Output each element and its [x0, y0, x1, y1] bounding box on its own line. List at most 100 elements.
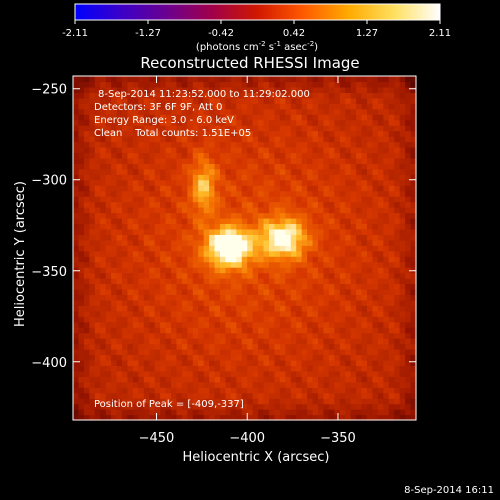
heatmap-cell — [307, 370, 314, 377]
heatmap-cell — [318, 125, 325, 132]
heatmap-cell — [323, 92, 330, 99]
heatmap-cell — [176, 223, 183, 230]
heatmap-cell — [394, 381, 401, 388]
heatmap-cell — [89, 283, 96, 290]
heatmap-cell — [236, 146, 243, 154]
heatmap-cell — [241, 327, 248, 334]
heatmap-cell — [323, 261, 330, 268]
heatmap-cell — [236, 196, 243, 203]
heatmap-cell — [127, 403, 134, 410]
heatmap-cell — [209, 299, 216, 306]
heatmap-cell — [149, 76, 156, 83]
heatmap-cell — [345, 365, 352, 372]
heatmap-cell — [296, 398, 303, 405]
heatmap-cell — [350, 299, 357, 306]
heatmap-cell — [377, 239, 384, 246]
heatmap-cell — [214, 114, 221, 121]
heatmap-cell — [274, 239, 281, 246]
heatmap-cell — [252, 338, 259, 345]
heatmap-cell — [192, 343, 199, 350]
heatmap-cell — [356, 212, 363, 219]
heatmap-cell — [356, 141, 363, 148]
heatmap-cell — [143, 201, 150, 208]
heatmap-cell — [149, 163, 156, 170]
heatmap-cell — [301, 168, 308, 175]
heatmap-cell — [252, 141, 259, 148]
heatmap-cell — [318, 92, 325, 99]
heatmap-cell — [116, 86, 123, 93]
heatmap-cell — [388, 294, 395, 301]
heatmap-cell — [138, 327, 145, 334]
heatmap-cell — [252, 305, 259, 312]
heatmap-cell — [220, 278, 227, 285]
heatmap-cell — [367, 267, 374, 274]
heatmap-cell — [122, 103, 129, 110]
heatmap-cell — [116, 294, 123, 301]
heatmap-cell — [236, 103, 243, 110]
heatmap-cell — [209, 321, 216, 328]
heatmap-cell — [394, 392, 401, 399]
heatmap-cell — [361, 207, 368, 214]
heatmap-cell — [279, 409, 286, 416]
heatmap-cell — [410, 245, 417, 252]
heatmap-cell — [356, 217, 363, 225]
heatmap-cell — [187, 398, 194, 405]
heatmap-cell — [214, 168, 221, 175]
heatmap-cell — [279, 392, 286, 399]
heatmap-cell — [187, 381, 194, 388]
heatmap-cell — [94, 349, 101, 356]
heatmap-cell — [154, 190, 161, 197]
heatmap-cell — [78, 223, 85, 230]
heatmap-cell — [296, 136, 303, 143]
heatmap-cell — [181, 157, 188, 164]
heatmap-cell — [307, 321, 314, 328]
heatmap-cell — [388, 283, 395, 290]
heatmap-cell — [236, 288, 243, 296]
heatmap-cell — [236, 174, 243, 181]
heatmap-cell — [410, 76, 417, 83]
heatmap-cell — [399, 76, 406, 83]
heatmap-cell — [328, 332, 335, 339]
heatmap-cell — [143, 163, 150, 170]
heatmap-cell — [165, 136, 172, 143]
heatmap-cell — [334, 234, 341, 241]
heatmap-cell — [399, 228, 406, 235]
heatmap-cell — [94, 239, 101, 246]
heatmap-cell — [154, 310, 161, 317]
heatmap-cell — [116, 299, 123, 306]
heatmap-cell — [214, 146, 221, 154]
heatmap-cell — [274, 119, 281, 126]
heatmap-cell — [258, 207, 265, 214]
heatmap-cell — [263, 119, 270, 126]
heatmap-cell — [73, 168, 80, 175]
heatmap-cell — [383, 387, 390, 394]
heatmap-cell — [116, 119, 123, 126]
heatmap-cell — [285, 174, 292, 181]
heatmap-cell — [301, 272, 308, 279]
heatmap-cell — [192, 294, 199, 301]
heatmap-cell — [296, 157, 303, 164]
heatmap-cell — [198, 86, 205, 93]
heatmap-cell — [377, 288, 384, 296]
heatmap-cell — [247, 234, 254, 241]
heatmap-cell — [209, 338, 216, 345]
heatmap-cell — [247, 130, 254, 137]
heatmap-cell — [247, 359, 254, 366]
heatmap-cell — [296, 299, 303, 306]
heatmap-cell — [181, 92, 188, 99]
heatmap-cell — [361, 305, 368, 312]
heatmap-cell — [220, 76, 227, 83]
heatmap-cell — [377, 283, 384, 290]
heatmap-cell — [94, 179, 101, 186]
heatmap-cell — [263, 157, 270, 164]
heatmap-cell — [258, 141, 265, 148]
heatmap-cell — [214, 103, 221, 110]
heatmap-cell — [203, 125, 210, 132]
heatmap-cell — [154, 305, 161, 312]
heatmap-cell — [214, 338, 221, 345]
heatmap-cell — [307, 217, 314, 225]
heatmap-cell — [187, 376, 194, 383]
x-axis-label: Heliocentric X (arcsec) — [183, 450, 330, 465]
heatmap-cell — [350, 157, 357, 164]
heatmap-cell — [143, 239, 150, 246]
